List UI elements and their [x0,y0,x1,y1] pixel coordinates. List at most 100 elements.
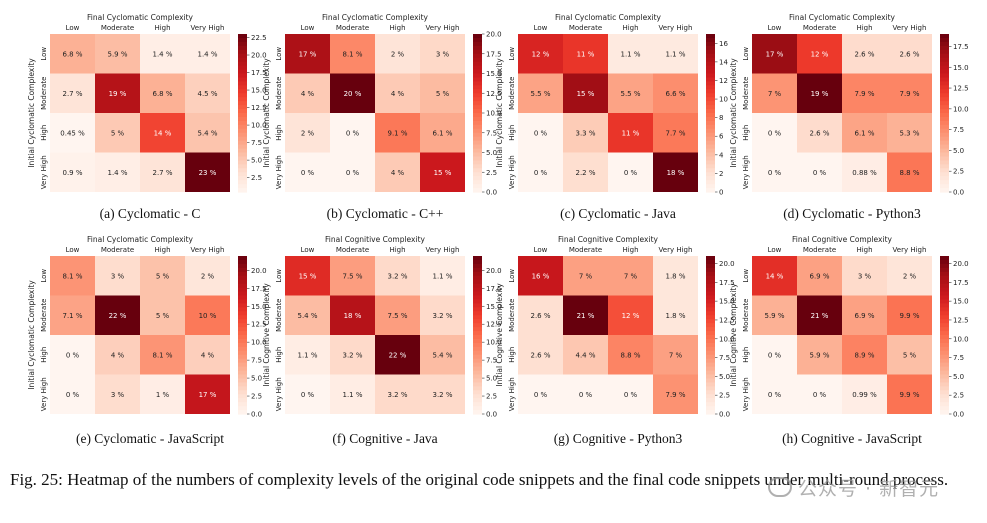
colorbar-segment [940,97,949,102]
cell-value-label: 8.8 % [899,169,919,177]
y-axis-label: Initial Cognitive Complexity [262,283,271,387]
colorbar-segment [706,156,715,161]
colorbar-segment [706,299,715,304]
heatmap-cell [518,113,563,153]
cell-value-label: 2 % [301,129,315,137]
colorbar-segment [940,382,949,387]
cell-value-label: 3.2 % [387,272,407,280]
cell-value-label: 21 % [577,312,595,320]
heatmap-title: Final Cyclomatic Complexity [322,13,428,22]
cell-value-label: 1.1 % [297,351,317,359]
x-tick-label: High [856,24,872,32]
cell-value-label: 15 % [299,272,317,280]
colorbar-segment [238,152,247,158]
colorbar-segment [473,89,482,94]
y-tick-label: Low [40,47,48,61]
colorbar-segment [940,120,949,126]
colorbar-segment [238,319,247,324]
heatmap-cell [752,256,797,296]
x-tick-label: Moderate [569,246,602,254]
colorbar-segment [940,311,949,316]
panel-caption: (a) Cyclomatic - C [100,206,201,221]
cell-value-label: 1.1 % [432,272,452,280]
colorbar-tick-label: 20.0 [486,31,502,39]
heatmap-cell [375,335,420,375]
colorbar-segment [238,113,247,118]
heatmap-cell [518,374,563,414]
colorbar-segment [706,398,715,403]
heatmap-cell [887,256,932,296]
colorbar-segment [238,101,247,106]
colorbar-tick-label: 7.5 [953,354,964,362]
colorbar-segment [706,41,715,47]
heatmap-cell [608,152,653,192]
colorbar-segment [473,41,482,47]
cell-value-label: 0 % [66,351,80,359]
colorbar-segment [238,323,247,328]
y-tick-label: High [508,347,516,363]
heatmap-cell [375,256,420,296]
heatmap-cell [420,34,465,74]
colorbar-segment [940,267,949,273]
colorbar-segment [473,299,482,304]
colorbar-segment [238,37,247,43]
colorbar-segment [473,307,482,312]
colorbar-tick-label: 12 [719,77,728,85]
colorbar-tick-label: 5.0 [953,373,964,381]
colorbar-segment [940,105,949,110]
colorbar-segment [473,358,482,364]
panel-caption: (c) Cyclomatic - Java [560,206,676,221]
cell-value-label: 4 % [391,90,405,98]
colorbar-segment [940,61,949,67]
cell-value-label: 0 % [534,391,548,399]
heatmap-cell [375,295,420,335]
colorbar-tick-label: 10.0 [251,339,267,347]
heatmap-panel: Final Cyclomatic Complexity Low Moderate Hi… [495,13,728,221]
colorbar-tick-label: 0.0 [486,411,497,419]
colorbar-segment [473,279,482,285]
cell-value-label: 6.1 % [432,129,452,137]
colorbar-segment [706,338,715,344]
colorbar-tick-label: 12.5 [486,321,502,329]
colorbar-segment [940,73,949,79]
colorbar-segment [706,53,715,59]
colorbar-segment [473,394,482,399]
heatmap-cell [752,374,797,414]
heatmap-cell [185,335,230,375]
heatmap-cell [330,113,375,153]
x-tick-label: High [154,246,170,254]
colorbar-tick-label: 20.0 [251,52,267,60]
cell-value-label: 5 % [903,351,917,359]
colorbar-segment [940,184,949,189]
colorbar-tick-label: 17.5 [953,43,969,51]
heatmap-cell [653,256,698,296]
colorbar-segment [940,287,949,293]
colorbar-segment [473,81,482,86]
colorbar-tick-label: 2.5 [251,393,262,401]
colorbar-segment [706,109,715,114]
colorbar-segment [238,124,247,130]
heatmap-title: Final Cyclomatic Complexity [87,235,193,244]
colorbar-segment [940,156,949,161]
heatmap-cell [95,152,140,192]
colorbar-segment [238,49,247,55]
colorbar-segment [940,109,949,114]
colorbar-segment [473,57,482,63]
heatmap-cell [50,113,95,153]
heatmap-cell [140,73,185,113]
colorbar-segment [473,45,482,51]
colorbar-segment [238,53,247,59]
colorbar-segment [706,319,715,324]
heatmap-cell [140,374,185,414]
colorbar-segment [706,136,715,142]
y-tick-label: High [40,347,48,363]
colorbar-segment [473,49,482,55]
y-tick-label: Moderate [40,299,48,332]
colorbar-segment [238,156,247,161]
colorbar-segment [940,335,949,340]
heatmap-cell [375,73,420,113]
colorbar-segment [706,354,715,360]
cell-value-label: 8.1 % [152,351,172,359]
colorbar-segment [940,140,949,146]
colorbar-segment [238,354,247,360]
